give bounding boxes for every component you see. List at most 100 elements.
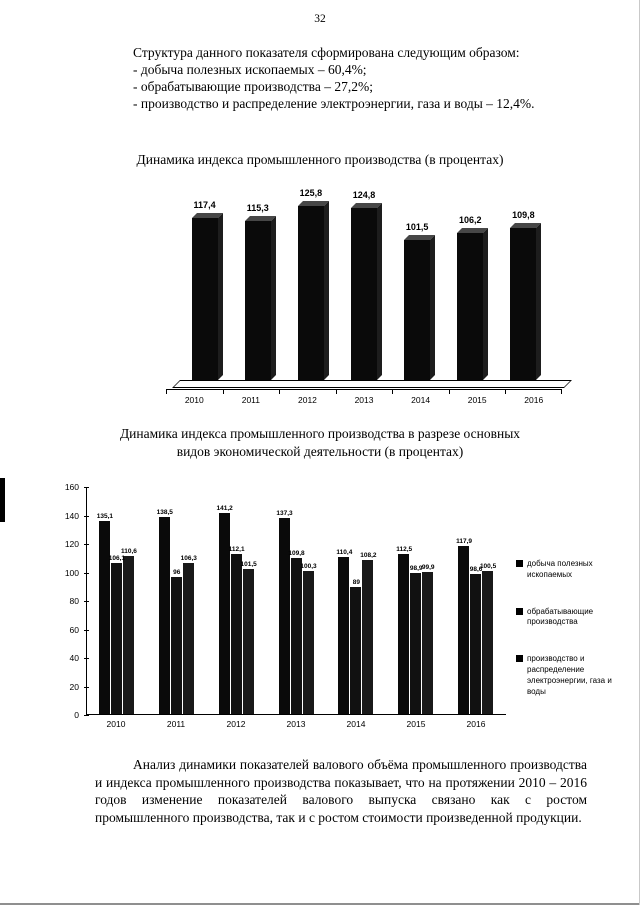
chart2-bar [242, 569, 254, 714]
intro-item: - производство и распределение электроэн… [133, 96, 535, 111]
chart2-ytick-label: 80 [69, 596, 79, 606]
chart2-bar-value: 109,8 [288, 549, 305, 557]
chart2-bar-value: 138,5 [156, 508, 173, 516]
chart2-bar [350, 587, 362, 714]
chart2-category-label: 2015 [406, 719, 426, 729]
chart2-xlabels: 2010 2011 2012 2013 2014 2015 2016 [86, 719, 506, 729]
chart2-group: 137,3 109,8 100,3 [267, 487, 327, 714]
chart2-bar [338, 556, 350, 714]
chart2-bar [482, 570, 494, 714]
chart1-category-label: 2012 [279, 390, 336, 405]
chart2-group: 135,1 106,1 110,6 [87, 487, 147, 714]
chart1-title: Динамика индекса промышленного производс… [136, 152, 504, 167]
chart2-barwrap: 138,5 [156, 487, 173, 714]
chart1-plot: 117,4 115,3 125,8 124,8 101,5 106,2 109,8 [172, 182, 572, 388]
chart2-bar-value: 98,9 [409, 565, 423, 573]
chart2-bar-value: 110,6 [120, 548, 137, 556]
chart2-bar-value: 117,9 [456, 538, 473, 545]
chart2-bar-value: 110,4 [336, 548, 353, 556]
chart2-legend-entry: обрабатывающие производства [516, 607, 622, 629]
chart2-title-line1: Динамика индекса промышленного производс… [119, 426, 521, 441]
chart2-legend-swatch [516, 607, 523, 615]
chart2-legend-label: добыча полезных ископаемых [527, 559, 593, 579]
chart2-barwrap: 117,9 [456, 487, 473, 714]
chart2-bar-value: 101,5 [240, 561, 257, 569]
chart1-bar-slot: 109,8 [497, 182, 550, 380]
chart1-category-label: 2015 [448, 390, 506, 405]
chart2-bar [182, 562, 194, 714]
chart2-group: 117,9 98,6 100,5 [446, 487, 506, 714]
chart2-bar [98, 521, 110, 714]
chart2-bar-value: 106,3 [180, 554, 197, 562]
chart1-axis: 2010 2011 2012 2013 2014 2015 2016 [166, 389, 562, 405]
chart1: 117,4 115,3 125,8 124,8 101,5 106,2 109,8 2010… [166, 182, 572, 405]
chart1-bar-slot: 101,5 [391, 182, 444, 380]
chart2-barwrap: 110,6 [120, 487, 137, 714]
chart1-floor [172, 380, 572, 388]
chart2-category-label: 2013 [286, 719, 306, 729]
chart2-bar [398, 553, 410, 714]
chart1-bar-value: 115,3 [246, 202, 269, 213]
chart1-bar-value: 117,4 [193, 200, 216, 210]
chart2-barwrap: 106,3 [180, 487, 197, 714]
chart2-title-line2: видов экономической деятельности (в проц… [176, 444, 464, 459]
intro-item: - добыча полезных ископаемых – 60,4%; [133, 62, 367, 77]
chart2-category-label: 2011 [166, 719, 186, 729]
chart2-barwrap: 100,3 [300, 487, 317, 714]
chart2-barwrap: 137,3 [276, 487, 293, 714]
closing-paragraph: Анализ динамики показателей валового объ… [95, 757, 587, 825]
chart2-barwrap: 109,8 [288, 487, 305, 714]
chart2-barwrap: 110,4 [336, 487, 353, 714]
chart2-bar [218, 512, 230, 714]
chart2-bar [458, 546, 470, 714]
chart1-bar-slot: 117,4 [178, 182, 231, 380]
chart2: 0 20 40 60 80 100 120 140 160 135,1 106,1 110,6 138… [56, 482, 622, 729]
chart1-bar [457, 233, 484, 380]
chart1-bar-value: 125,8 [299, 188, 323, 199]
chart2-group: 138,5 96 106,3 [147, 487, 207, 714]
chart2-barwrap: 100,5 [479, 487, 497, 714]
chart2-ytick-label: 160 [64, 482, 79, 492]
chart2-group: 110,4 89 108,2 [326, 487, 386, 714]
chart2-bar [290, 557, 302, 714]
chart1-bar-slot: 115,3 [231, 182, 284, 380]
chart2-ytick-label: 60 [69, 624, 79, 635]
chart2-ytick-label: 0 [74, 710, 79, 720]
chart1-bar [191, 218, 218, 380]
chart2-group: 112,5 98,9 99,9 [386, 487, 446, 714]
chart1-category-label: 2014 [392, 390, 449, 405]
chart1-bar-slot: 125,8 [284, 182, 337, 380]
chart2-ytick [84, 715, 89, 716]
chart2-bar [230, 554, 242, 714]
chart2-bar [110, 562, 122, 714]
chart2-bar [302, 571, 314, 714]
chart2-yaxis: 0 20 40 60 80 100 120 140 160 [56, 482, 89, 720]
chart2-bar-value: 100,5 [479, 562, 497, 570]
chart2-legend-swatch [516, 560, 523, 567]
chart2-category-label: 2010 [106, 719, 126, 729]
chart2-bar [470, 573, 482, 714]
scan-artifact [0, 478, 5, 522]
chart2-legend-entry: добыча полезных ископаемых [516, 559, 622, 581]
chart2-bar [158, 516, 170, 714]
chart2-ytick-label: 140 [64, 510, 79, 521]
chart1-bar-value: 101,5 [405, 221, 429, 232]
page-edge-bottom [0, 903, 640, 905]
chart2-bar-value: 100,3 [300, 563, 317, 571]
chart2-legend-entry: производство и распределение электроэнер… [516, 654, 622, 697]
chart2-barwrap: 141,2 [217, 487, 233, 714]
intro-block: Структура данного показателя сформирован… [133, 44, 585, 112]
chart2-bar-value: 106,1 [108, 554, 126, 562]
chart1-bar [510, 228, 537, 380]
chart2-barwrap: 99,9 [422, 487, 435, 714]
chart2-bar-value: 112,1 [228, 546, 245, 554]
chart1-bar [244, 220, 271, 380]
chart2-bar-value: 112,5 [396, 545, 413, 553]
chart2-barwrap: 112,5 [396, 487, 413, 714]
page-number: 32 [314, 13, 326, 25]
chart2-bar-value: 137,3 [276, 510, 293, 518]
chart1-category-label: 2016 [505, 390, 562, 405]
intro-item: - обрабатывающие производства – 27,2%; [133, 79, 373, 94]
chart1-bar [350, 207, 377, 380]
